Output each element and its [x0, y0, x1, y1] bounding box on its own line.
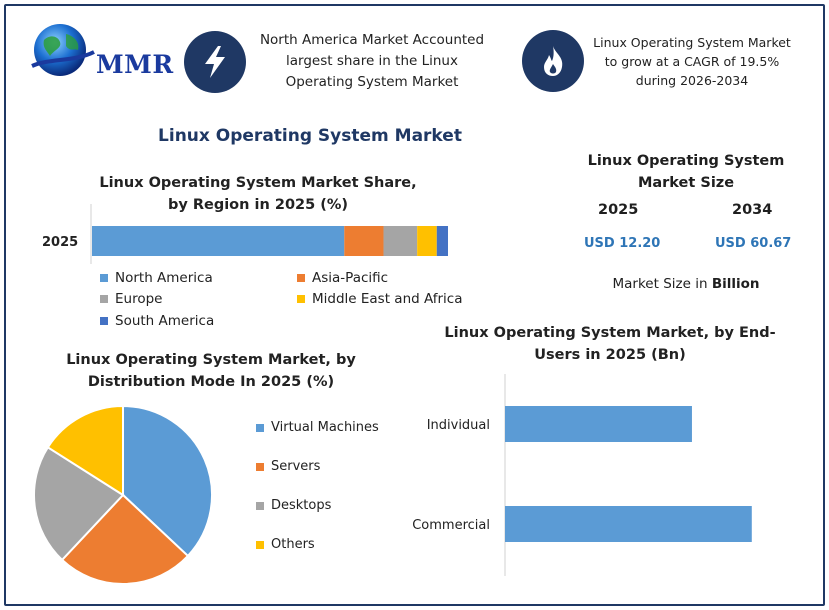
- unit-bold: Billion: [711, 276, 760, 292]
- globe-icon: [31, 24, 95, 76]
- pie-slice-desktops: [33, 445, 125, 562]
- region-category-label: 2025: [42, 235, 78, 250]
- region-legend-item-middle-east-and-africa: Middle East and Africa: [297, 291, 463, 307]
- distribution-legend-item-virtual-machines: Virtual Machines: [256, 420, 379, 435]
- end-users-category-commercial: Commercial: [412, 518, 490, 533]
- legend-swatch: [100, 317, 108, 325]
- legend-label: North America: [115, 270, 213, 286]
- flame-icon: [522, 30, 584, 92]
- year-2034-label: 2034: [732, 202, 773, 218]
- legend-swatch: [256, 462, 264, 471]
- region-bar-asia-pacific: [344, 226, 384, 256]
- region-legend-item-asia-pacific: Asia-Pacific: [297, 270, 388, 286]
- value-2025: USD 12.20: [584, 236, 661, 251]
- legend-swatch: [100, 274, 108, 282]
- region-bar-middle-east-and-africa: [417, 226, 437, 256]
- legend-swatch: [297, 295, 305, 303]
- legend-swatch: [256, 423, 264, 432]
- year-2025-label: 2025: [598, 202, 639, 218]
- region-bar-europe: [383, 226, 418, 256]
- lightning-icon: [184, 30, 246, 93]
- pie-slice-servers: [60, 493, 190, 585]
- legend-label: Europe: [115, 291, 163, 307]
- legend-swatch: [297, 274, 305, 282]
- distribution-chart-title: Linux Operating System Market, by Distri…: [66, 352, 356, 390]
- region-legend-item-north-america: North America: [100, 270, 213, 286]
- end-users-category-individual: Individual: [427, 418, 490, 433]
- logo-text: MMR: [96, 50, 174, 79]
- region-legend-item-europe: Europe: [100, 291, 162, 307]
- value-2034: USD 60.67: [715, 236, 792, 251]
- infographic-frame: [4, 4, 825, 606]
- header-callout-text: Linux Operating System Market to grow at…: [593, 34, 791, 88]
- end-users-bar-chart: Individual Commercial: [412, 374, 752, 576]
- legend-label: South America: [115, 313, 215, 329]
- legend-label: Desktops: [271, 498, 332, 513]
- distribution-legend-item-others: Others: [256, 537, 315, 552]
- legend-label: Servers: [271, 459, 321, 474]
- legend-label: Asia-Pacific: [312, 270, 389, 286]
- legend-label: Others: [271, 537, 315, 552]
- main-title: Linux Operating System Market: [158, 126, 462, 146]
- market-size-panel: Linux Operating System Market Size 2025 …: [574, 150, 798, 292]
- end-users-bar-commercial: [505, 506, 752, 542]
- legend-label: Virtual Machines: [271, 420, 379, 435]
- market-size-title: Linux Operating System Market Size: [587, 153, 785, 191]
- region-stacked-bar-chart: 2025: [42, 204, 448, 264]
- distribution-legend-item-desktops: Desktops: [256, 498, 331, 513]
- legend-label: Middle East and Africa: [312, 291, 463, 307]
- unit-prefix: Market Size in: [612, 276, 712, 292]
- legend-swatch: [256, 540, 264, 549]
- end-users-bar-individual: [505, 406, 692, 442]
- header-callout-text: North America Market Accounted largest s…: [259, 32, 485, 90]
- region-bar-south-america: [436, 226, 448, 256]
- mmr-logo: MMR: [14, 12, 173, 79]
- pie-slice-others: [46, 404, 124, 497]
- distribution-legend-item-servers: Servers: [256, 459, 320, 474]
- region-chart-title: Linux Operating System Market Share, by …: [99, 175, 417, 213]
- market-size-unit: Market Size in Billion: [574, 276, 798, 292]
- distribution-pie-chart: [33, 404, 213, 585]
- header-north-america-callout: North America Market Accounted largest s…: [184, 30, 492, 93]
- pie-slice-virtual-machines: [122, 404, 213, 558]
- legend-swatch: [100, 295, 108, 303]
- region-legend-item-south-america: South America: [100, 313, 214, 329]
- header-cagr-callout: Linux Operating System Market to grow at…: [522, 30, 792, 92]
- legend-swatch: [256, 501, 264, 510]
- end-users-chart-title: Linux Operating System Market, by End-Us…: [444, 325, 776, 363]
- region-bar-north-america: [92, 226, 345, 256]
